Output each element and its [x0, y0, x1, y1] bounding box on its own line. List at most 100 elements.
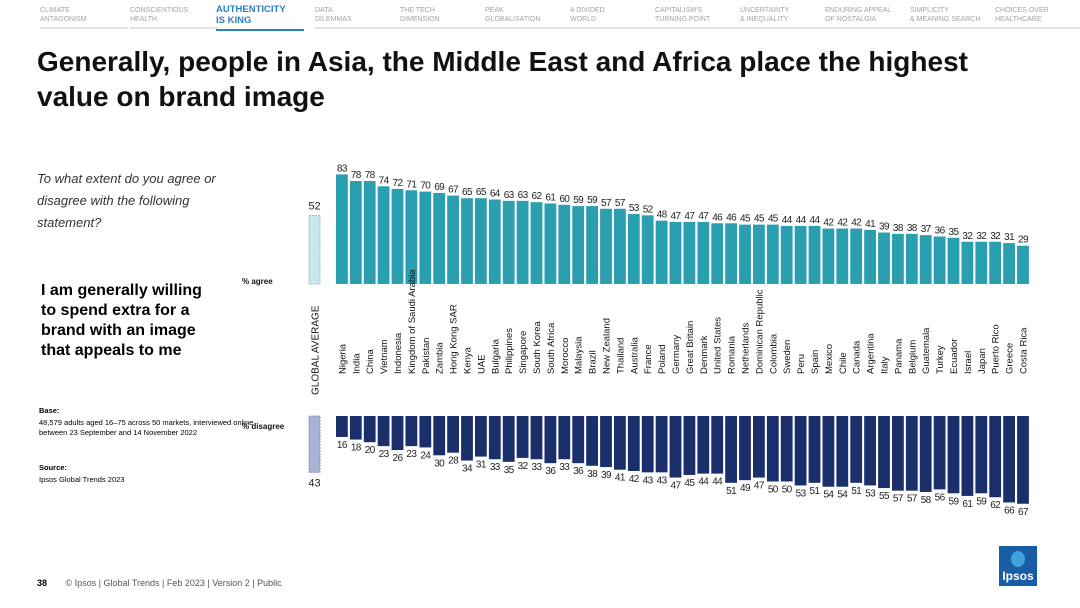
agree-bar: [447, 195, 459, 284]
agree-value-label: 70: [420, 181, 431, 192]
disagree-bar: [822, 416, 835, 487]
agree-bar: [558, 204, 571, 284]
nav-tab-9[interactable]: UNCERTAINTY & INEQUALITY: [740, 6, 828, 29]
agree-bar: [530, 202, 543, 284]
agree-value-label: 67: [448, 185, 459, 196]
agree-value-label: 72: [393, 178, 404, 189]
top-navigation: CLIMATE ANTAGONISM CONSCIENTIOUS HEALTH AU…: [0, 0, 1080, 36]
disagree-bar: [405, 416, 418, 447]
nav-tab-11[interactable]: SIMPLICITY & MEANING SEARCH: [910, 6, 998, 29]
disagree-value-label: 18: [351, 443, 362, 454]
disagree-value-label: 53: [796, 488, 807, 499]
disagree-value-label: 23: [379, 449, 390, 460]
agree-value-label: 47: [698, 211, 709, 222]
category-label: Colombia: [768, 333, 779, 374]
disagree-bar: [544, 416, 557, 464]
global-average-disagree-label: 43: [308, 477, 320, 489]
disagree-bar: [558, 416, 571, 460]
disagree-value-label: 26: [393, 453, 404, 464]
disagree-bar: [753, 416, 765, 478]
category-label: Japan: [977, 348, 988, 374]
category-label: Puerto Rico: [991, 324, 1002, 374]
agree-bar: [363, 181, 376, 284]
agree-value-label: 65: [476, 187, 487, 198]
disagree-value-label: 28: [448, 456, 459, 467]
agree-bar: [975, 241, 988, 284]
nav-tab-4[interactable]: DATA DILEMMAS: [315, 6, 403, 29]
disagree-bar: [947, 416, 960, 494]
disagree-bar: [933, 416, 946, 490]
agree-bar: [989, 241, 1002, 284]
nav-tab-1[interactable]: CLIMATE ANTAGONISM: [40, 6, 128, 29]
disagree-bar: [766, 416, 779, 482]
disagree-value-label: 57: [907, 494, 918, 505]
agree-bar: [766, 224, 779, 284]
agree-value-label: 52: [643, 204, 654, 215]
global-average-disagree-bar: [308, 415, 321, 473]
agree-value-label: 29: [1018, 235, 1029, 246]
category-label: New Zealand: [602, 318, 613, 374]
disagree-value-label: 44: [698, 477, 709, 488]
agree-value-label: 69: [434, 182, 445, 193]
agree-bar: [349, 181, 362, 284]
category-label: Poland: [657, 344, 668, 374]
category-label: Morocco: [560, 338, 571, 374]
global-average-text: GLOBAL AVERAGE: [311, 305, 322, 395]
nav-tab-10[interactable]: ENDURING APPEAL OF NOSTALGIA: [825, 6, 913, 29]
disagree-bar: [892, 416, 904, 491]
agree-bar: [892, 233, 904, 284]
disagree-value-label: 23: [406, 449, 417, 460]
disagree-bar: [502, 416, 515, 462]
category-label: Italy: [880, 356, 891, 374]
nav-tab-5[interactable]: THE TECH DIMENSION: [400, 6, 488, 29]
agree-value-label: 39: [879, 222, 890, 233]
disagree-value-label: 57: [893, 494, 904, 505]
nav-tab-7[interactable]: A DIVIDED WORLD: [570, 6, 658, 29]
base-text: 48,579 adults aged 16–75 across 50 marke…: [39, 418, 254, 437]
global-average-agree-bar: [308, 214, 321, 285]
disagree-value-label: 54: [837, 490, 848, 501]
category-label: Costa Rica: [1019, 327, 1030, 374]
disagree-value-label: 41: [615, 473, 626, 484]
category-label: Pakistan: [421, 338, 432, 374]
category-label: Nigeria: [337, 343, 348, 374]
nav-tab-12[interactable]: CHOICES OVER HEALTHCARE: [995, 6, 1080, 29]
category-label: Singapore: [518, 331, 529, 374]
disagree-bar: [864, 416, 876, 486]
agree-value-label: 44: [796, 215, 807, 226]
nav-tab-2[interactable]: CONSCIENTIOUS HEALTH: [130, 6, 218, 29]
source-text: Ipsos Global Trends 2023: [39, 475, 125, 484]
disagree-bar: [530, 416, 543, 460]
disagree-bar: [794, 416, 807, 486]
disagree-bar: [461, 416, 473, 461]
disagree-value-label: 47: [671, 481, 682, 492]
agree-value-label: 47: [671, 211, 682, 222]
ipsos-logo: Ipsos: [999, 546, 1037, 586]
category-label: India: [351, 353, 362, 374]
agree-bar: [739, 224, 751, 284]
agree-series-label: % agree: [242, 277, 273, 286]
disagree-value-label: 36: [573, 466, 584, 477]
agree-value-label: 36: [935, 225, 946, 236]
agree-bar: [683, 221, 696, 284]
global-average-agree-label: 52: [308, 200, 320, 212]
agree-bar: [933, 236, 946, 284]
nav-tab-6[interactable]: PEAK GLOBALISATION: [485, 6, 573, 29]
disagree-bar: [475, 416, 487, 457]
category-label: Bulgaria: [490, 338, 501, 374]
agree-bar: [641, 215, 654, 284]
agree-bar: [336, 174, 348, 284]
agree-value-label: 44: [810, 215, 821, 226]
nav-tab-3[interactable]: AUTHENTICITY IS KING: [216, 4, 304, 31]
disagree-value-label: 61: [962, 499, 973, 510]
category-label: Panama: [893, 338, 904, 374]
category-label: Romania: [727, 335, 738, 374]
disagree-bar: [586, 416, 598, 466]
agree-bar: [627, 214, 640, 284]
nav-tab-8[interactable]: CAPITALISM'S TURNING POINT: [655, 6, 743, 29]
disagree-value-label: 47: [754, 481, 765, 492]
agree-value-label: 65: [462, 187, 473, 198]
agree-bar: [614, 208, 626, 284]
agree-value-label: 42: [851, 218, 862, 229]
category-label: Great Britain: [685, 321, 696, 374]
